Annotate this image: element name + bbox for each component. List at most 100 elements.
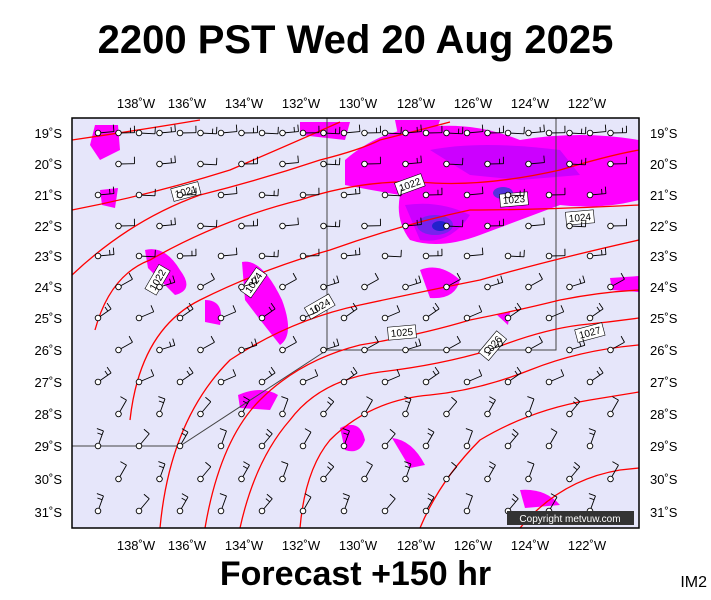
wind-barb xyxy=(463,369,483,386)
wind-barb xyxy=(258,428,273,450)
wind-barb xyxy=(320,338,340,354)
wind-barb xyxy=(258,126,279,137)
wind-barb xyxy=(176,428,189,450)
wind-barb xyxy=(258,302,276,322)
wind-barb xyxy=(320,275,340,291)
wind-barb xyxy=(525,155,545,168)
wind-barb xyxy=(299,248,320,260)
wind-barb xyxy=(443,335,461,354)
wind-barb xyxy=(484,125,504,137)
lon-label: 132˚W xyxy=(282,538,321,553)
wind-barb xyxy=(484,461,496,483)
wind-barb xyxy=(115,125,135,137)
wind-barb xyxy=(217,305,237,322)
wind-barb xyxy=(176,493,189,515)
wind-barb xyxy=(320,396,335,418)
wind-barbs xyxy=(94,124,627,515)
wind-barb xyxy=(504,249,525,260)
latitude-labels-right: 19˚S 20˚S 21˚S 22˚S 23˚S 24˚S 25˚S 26˚S … xyxy=(650,126,678,520)
lat-label: 25˚S xyxy=(650,311,678,326)
lon-label: 128˚W xyxy=(397,96,436,111)
wind-barb xyxy=(443,272,461,291)
lat-label: 22˚S xyxy=(650,219,678,234)
wind-barb xyxy=(320,461,335,483)
wind-barb xyxy=(566,338,586,354)
wind-barb xyxy=(607,272,625,291)
wind-barb xyxy=(299,305,319,322)
wind-barb xyxy=(545,305,565,322)
wind-barb xyxy=(566,396,581,418)
wind-barb xyxy=(381,428,396,450)
wind-barb xyxy=(566,275,586,291)
wind-barb xyxy=(484,338,504,354)
wind-barb xyxy=(586,428,596,450)
wind-barb xyxy=(115,335,133,354)
wind-barb xyxy=(340,124,361,137)
lat-label: 31˚S xyxy=(650,505,678,520)
wind-barb xyxy=(197,396,212,418)
wind-barb xyxy=(258,366,276,386)
wind-barb xyxy=(463,428,473,450)
wind-barb xyxy=(566,157,587,168)
wind-barb xyxy=(607,125,627,137)
wind-barb xyxy=(135,305,155,322)
wind-barb xyxy=(381,249,402,260)
lat-label: 21˚S xyxy=(35,188,63,203)
wind-barb xyxy=(340,366,358,386)
wind-barb xyxy=(525,124,545,137)
wind-barb xyxy=(115,218,135,230)
wind-barb xyxy=(156,338,176,354)
wind-barb xyxy=(607,156,627,168)
lat-label: 24˚S xyxy=(650,280,678,295)
wind-barb xyxy=(361,125,381,137)
wind-barb xyxy=(156,124,176,137)
wind-barb xyxy=(422,248,443,260)
longitude-labels-bottom: 138˚W 136˚W 134˚W 132˚W 130˚W 128˚W 126˚… xyxy=(117,538,607,553)
lat-label: 26˚S xyxy=(35,343,63,358)
wind-barb xyxy=(156,461,166,483)
wind-barb xyxy=(156,275,176,291)
wind-barb xyxy=(484,156,504,168)
wind-barb xyxy=(607,218,627,230)
wind-barb xyxy=(197,126,218,137)
lat-label: 27˚S xyxy=(650,375,678,390)
wind-barb xyxy=(402,338,422,354)
wind-barb xyxy=(566,219,587,230)
map-frame xyxy=(71,117,640,529)
wind-barb xyxy=(504,126,525,137)
isobar-label: 1025 xyxy=(390,327,414,340)
wind-barb xyxy=(586,186,607,199)
lat-label: 29˚S xyxy=(35,439,63,454)
wind-barb xyxy=(566,126,587,137)
wind-barb xyxy=(176,366,194,386)
wind-barb xyxy=(299,493,312,515)
wind-barb xyxy=(279,155,299,168)
wind-barb xyxy=(422,302,440,322)
wind-barb xyxy=(443,219,464,230)
wind-barb xyxy=(135,428,150,450)
wind-barb xyxy=(340,247,361,260)
wind-barb xyxy=(279,217,299,230)
wind-barb xyxy=(504,428,519,450)
latitude-labels-left: 19˚S 20˚S 21˚S 22˚S 23˚S 24˚S 25˚S 26˚S … xyxy=(35,126,63,520)
wind-barb xyxy=(238,218,258,230)
lat-label: 21˚S xyxy=(650,188,678,203)
wind-barb xyxy=(463,305,483,322)
lon-label: 126˚W xyxy=(454,538,493,553)
wind-barb xyxy=(422,493,435,515)
wind-barb xyxy=(504,188,525,199)
wind-barb xyxy=(279,461,289,483)
forecast-hour-label: Forecast +150 hr xyxy=(219,555,492,593)
wind-barb xyxy=(94,366,112,386)
wind-barb xyxy=(545,187,566,199)
wind-barb xyxy=(217,428,227,450)
lat-label: 26˚S xyxy=(650,343,678,358)
wind-barb xyxy=(525,335,543,354)
wind-barb xyxy=(402,275,422,291)
lat-label: 23˚S xyxy=(35,249,63,264)
lat-label: 25˚S xyxy=(35,311,63,326)
wind-barb xyxy=(197,219,218,230)
wind-barb xyxy=(176,248,197,260)
lon-label: 130˚W xyxy=(339,96,378,111)
